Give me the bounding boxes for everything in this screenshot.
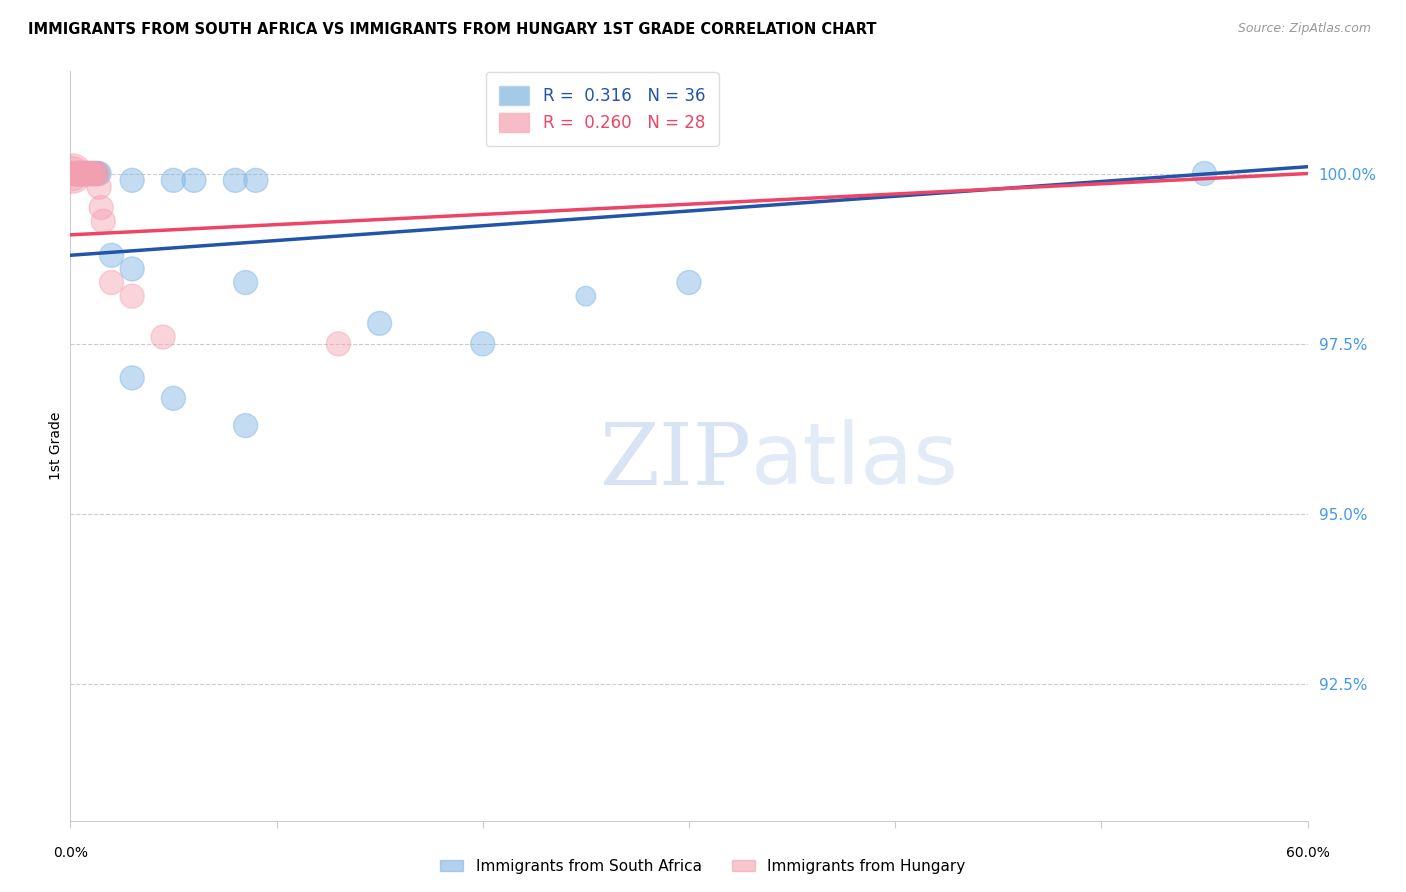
Point bbox=[65, 167, 87, 181]
Point bbox=[67, 167, 90, 181]
Point bbox=[73, 167, 96, 181]
Point bbox=[67, 167, 90, 181]
Point bbox=[678, 276, 700, 290]
Point bbox=[100, 248, 122, 262]
Point bbox=[80, 167, 103, 181]
Point bbox=[60, 167, 83, 181]
Point bbox=[69, 167, 91, 181]
Point bbox=[86, 167, 108, 181]
Point bbox=[80, 167, 103, 181]
Point bbox=[72, 167, 94, 181]
Text: Source: ZipAtlas.com: Source: ZipAtlas.com bbox=[1237, 22, 1371, 36]
Point bbox=[224, 173, 246, 187]
Point bbox=[67, 167, 90, 181]
Point bbox=[76, 167, 98, 181]
Point bbox=[76, 167, 98, 181]
Point bbox=[162, 173, 184, 187]
Text: atlas: atlas bbox=[751, 419, 959, 502]
Point bbox=[121, 173, 143, 187]
Text: ZIP: ZIP bbox=[599, 419, 751, 502]
Point bbox=[77, 167, 100, 181]
Point bbox=[65, 167, 87, 181]
Point bbox=[86, 167, 108, 181]
Point bbox=[72, 167, 94, 181]
Point bbox=[73, 167, 96, 181]
Point bbox=[575, 289, 598, 303]
Point bbox=[73, 167, 96, 181]
Text: 0.0%: 0.0% bbox=[53, 846, 87, 860]
Y-axis label: 1st Grade: 1st Grade bbox=[49, 412, 63, 480]
Point bbox=[65, 167, 87, 181]
Point bbox=[89, 167, 111, 181]
Point bbox=[69, 167, 91, 181]
Point bbox=[60, 167, 83, 181]
Point bbox=[90, 201, 112, 215]
Point bbox=[368, 317, 391, 331]
Point bbox=[162, 392, 184, 406]
Point bbox=[77, 167, 100, 181]
Point bbox=[328, 336, 350, 351]
Point bbox=[69, 167, 91, 181]
Point bbox=[82, 167, 104, 181]
Point bbox=[1194, 167, 1216, 181]
Point bbox=[82, 167, 104, 181]
Point bbox=[65, 167, 87, 181]
Point bbox=[60, 167, 83, 181]
Point bbox=[471, 336, 494, 351]
Point bbox=[100, 276, 122, 290]
Legend: Immigrants from South Africa, Immigrants from Hungary: Immigrants from South Africa, Immigrants… bbox=[434, 853, 972, 880]
Point bbox=[67, 167, 90, 181]
Point bbox=[121, 261, 143, 276]
Text: 60.0%: 60.0% bbox=[1285, 846, 1330, 860]
Legend: R =  0.316   N = 36, R =  0.260   N = 28: R = 0.316 N = 36, R = 0.260 N = 28 bbox=[486, 72, 718, 145]
Point bbox=[63, 167, 86, 181]
Text: IMMIGRANTS FROM SOUTH AFRICA VS IMMIGRANTS FROM HUNGARY 1ST GRADE CORRELATION CH: IMMIGRANTS FROM SOUTH AFRICA VS IMMIGRAN… bbox=[28, 22, 876, 37]
Point bbox=[235, 276, 257, 290]
Point bbox=[121, 371, 143, 385]
Point bbox=[91, 214, 114, 228]
Point bbox=[183, 173, 205, 187]
Point bbox=[63, 167, 86, 181]
Point bbox=[121, 289, 143, 303]
Point bbox=[89, 180, 111, 194]
Point bbox=[245, 173, 267, 187]
Point bbox=[152, 330, 174, 344]
Point bbox=[84, 167, 107, 181]
Point bbox=[235, 418, 257, 433]
Point bbox=[76, 167, 98, 181]
Point bbox=[84, 167, 107, 181]
Point bbox=[72, 167, 94, 181]
Point bbox=[73, 167, 96, 181]
Point bbox=[63, 167, 86, 181]
Point bbox=[72, 167, 94, 181]
Point bbox=[69, 167, 91, 181]
